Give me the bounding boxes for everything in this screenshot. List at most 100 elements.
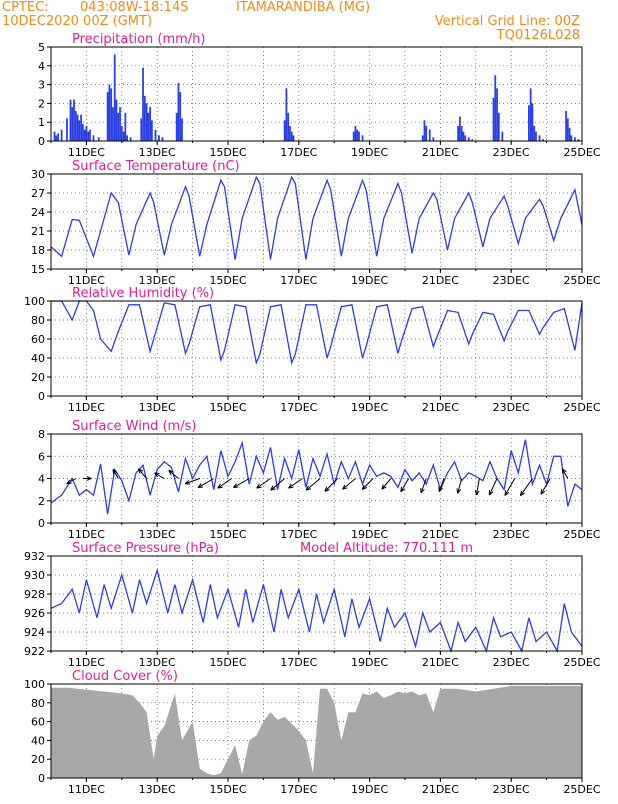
series-line — [51, 301, 582, 363]
header-cptec: CPTEC: — [2, 0, 49, 15]
x-tick-label: 19DEC — [351, 656, 388, 669]
wind-arrow-shaft — [520, 479, 532, 496]
y-tick-label: 5 — [38, 41, 45, 54]
header-grid-note: Vertical Grid Line: 00Z — [435, 14, 580, 29]
precip-bar — [286, 88, 288, 141]
panel-title: Surface Wind (m/s) — [72, 419, 196, 434]
y-tick-label: 80 — [31, 697, 45, 710]
x-tick-label: 21DEC — [422, 528, 459, 541]
x-tick-label: 15DEC — [209, 146, 246, 159]
x-tick-label: 13DEC — [139, 656, 176, 669]
precip-bar — [291, 132, 293, 141]
y-tick-label: 4 — [38, 473, 45, 486]
x-tick-label: 21DEC — [422, 146, 459, 159]
series-line — [51, 440, 582, 514]
precip-bar — [358, 132, 360, 141]
y-tick-label: 21 — [31, 225, 45, 238]
precip-bar — [77, 115, 79, 141]
precip-bar — [73, 100, 75, 141]
precip-bar — [574, 137, 576, 141]
wind-arrow-shaft — [218, 479, 232, 489]
y-tick-label: 2 — [38, 495, 45, 508]
precip-bar — [86, 126, 88, 141]
y-tick-label: 60 — [31, 333, 45, 346]
precip-bar — [355, 126, 357, 141]
precip-bar — [147, 113, 149, 141]
x-tick-label: 17DEC — [280, 656, 317, 669]
panel-title: Precipitation (mm/h) — [72, 32, 205, 47]
x-tick-label: 19DEC — [351, 783, 388, 796]
wind-arrow-head — [155, 473, 160, 474]
y-tick-label: 20 — [31, 371, 45, 384]
x-tick-label: 25DEC — [563, 274, 600, 287]
precip-bar — [124, 113, 126, 141]
precip-bar — [87, 132, 89, 141]
y-tick-label: 922 — [24, 645, 45, 658]
x-tick-label: 25DEC — [563, 656, 600, 669]
precip-bar — [109, 85, 111, 141]
precip-bar — [155, 130, 157, 141]
y-tick-label: 1 — [38, 116, 45, 129]
precip-bar — [468, 137, 470, 141]
precip-bar — [425, 126, 427, 141]
x-tick-label: 15DEC — [209, 274, 246, 287]
precip-bar — [84, 130, 86, 141]
precip-bar — [110, 88, 112, 141]
precip-bar — [493, 98, 495, 141]
x-tick-label: 11DEC — [68, 783, 105, 796]
wind-arrow-head — [401, 487, 402, 492]
x-tick-label: 13DEC — [139, 783, 176, 796]
x-tick-label: 25DEC — [563, 783, 600, 796]
wind-arrow — [218, 479, 232, 489]
panel-frame — [51, 556, 582, 651]
precip-bar — [70, 100, 72, 141]
precip-bar — [498, 113, 500, 141]
x-tick-label: 23DEC — [493, 528, 530, 541]
x-tick-label: 23DEC — [493, 146, 530, 159]
x-tick-label: 11DEC — [68, 656, 105, 669]
y-tick-label: 20 — [31, 753, 45, 766]
precip-bar — [54, 132, 56, 141]
wind-arrow-shaft — [382, 479, 391, 490]
x-tick-label: 23DEC — [493, 401, 530, 414]
panel-frame — [51, 301, 582, 396]
wind-arrow — [289, 479, 303, 489]
precip-bar — [121, 126, 123, 141]
y-tick-label: 40 — [31, 734, 45, 747]
panel-annotation: Model Altitude: 770.111 m — [300, 541, 473, 556]
precip-bar — [289, 126, 291, 141]
precip-bar — [114, 55, 116, 141]
precip-bar — [61, 130, 63, 141]
y-tick-label: 930 — [24, 569, 45, 582]
precip-bar — [424, 120, 426, 141]
precip-bar — [151, 120, 153, 141]
panel-5: Surface Pressure (hPa)Model Altitude: 77… — [24, 541, 601, 669]
x-tick-label: 17DEC — [280, 528, 317, 541]
wind-arrow-shaft — [233, 479, 249, 488]
header-coords: 043:08W-18:14S — [80, 0, 188, 15]
precip-bar — [535, 132, 537, 141]
precip-bar — [75, 111, 77, 141]
precip-bar — [98, 137, 100, 141]
precip-bar — [463, 132, 465, 141]
y-tick-label: 0 — [38, 772, 45, 785]
y-tick-label: 15 — [31, 263, 45, 276]
panel-2: Surface Temperature (nC)15182124273011DE… — [31, 159, 601, 287]
y-tick-label: 80 — [31, 314, 45, 327]
x-tick-label: 19DEC — [351, 401, 388, 414]
precip-bar — [55, 135, 57, 141]
x-tick-label: 11DEC — [68, 146, 105, 159]
x-tick-label: 23DEC — [493, 656, 530, 669]
precip-bar — [78, 120, 80, 141]
header-model-id: TQ0126L028 — [496, 28, 580, 43]
precip-bar — [530, 88, 532, 141]
precip-bar — [66, 118, 68, 141]
precip-bar — [144, 96, 146, 141]
precip-bar — [362, 135, 364, 141]
precip-bar — [116, 100, 118, 141]
x-tick-label: 17DEC — [280, 274, 317, 287]
